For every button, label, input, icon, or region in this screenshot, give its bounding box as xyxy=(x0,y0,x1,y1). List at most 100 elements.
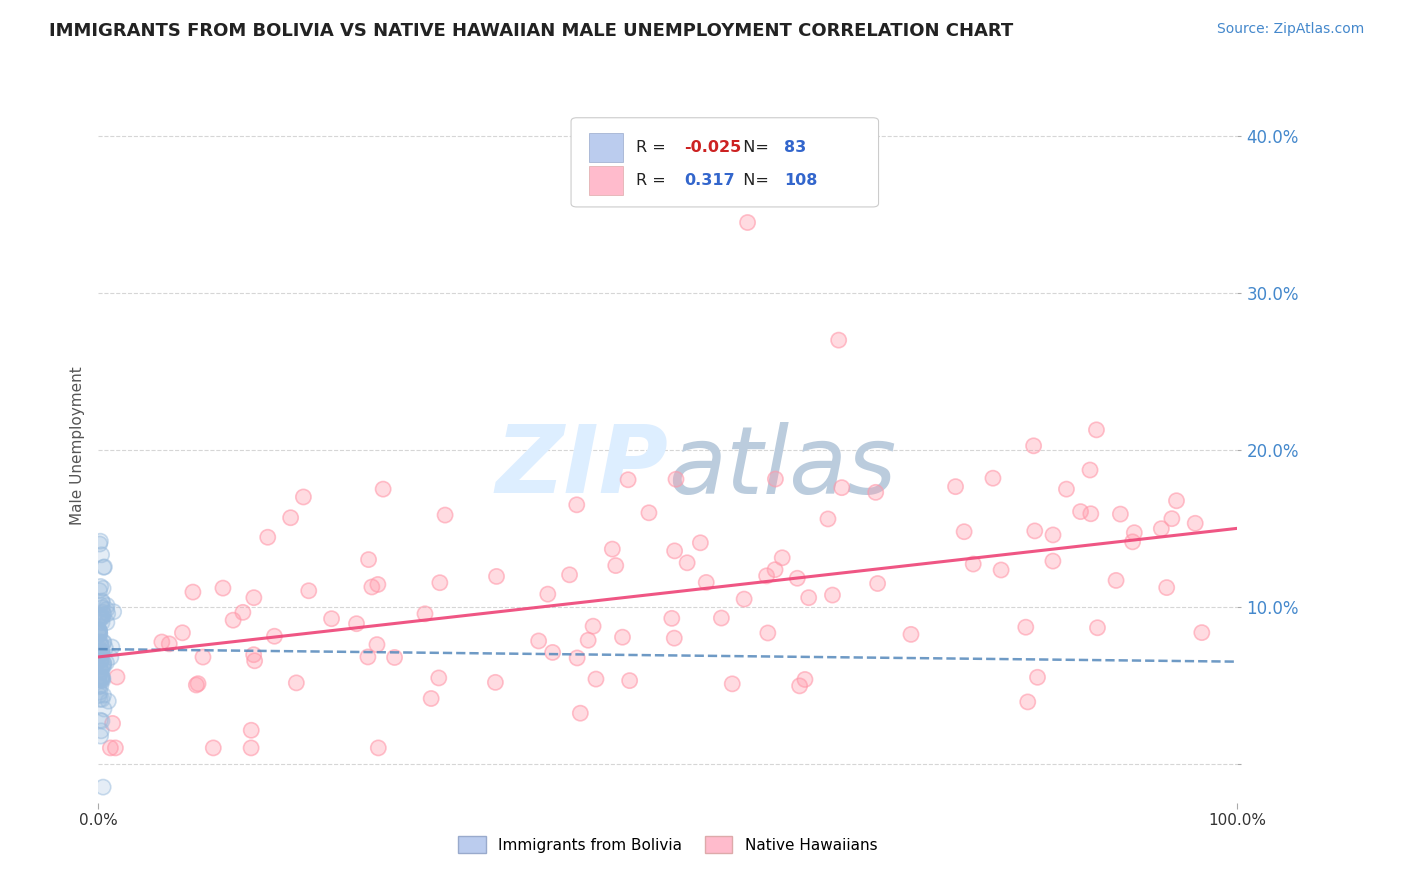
Point xyxy=(721,677,744,691)
Point xyxy=(1184,516,1206,531)
Point xyxy=(90,609,112,624)
Point xyxy=(1042,554,1064,568)
Point xyxy=(89,647,111,661)
Point xyxy=(1166,493,1188,508)
Point xyxy=(689,536,711,550)
Point xyxy=(280,510,302,524)
Text: R =: R = xyxy=(636,140,671,155)
Point xyxy=(321,612,343,626)
Point xyxy=(1105,574,1128,588)
Point xyxy=(187,676,209,690)
Point xyxy=(661,611,683,625)
Point xyxy=(612,630,634,644)
Point xyxy=(89,625,111,640)
Point xyxy=(1078,463,1101,477)
Point xyxy=(541,645,564,659)
Point xyxy=(565,498,588,512)
Point xyxy=(1026,670,1049,684)
Point xyxy=(1080,507,1102,521)
Point xyxy=(90,611,112,625)
Text: ZIP: ZIP xyxy=(495,421,668,514)
Point xyxy=(1156,581,1178,595)
Point xyxy=(87,628,110,642)
Point xyxy=(420,691,443,706)
Point xyxy=(90,665,112,679)
Point xyxy=(1191,625,1213,640)
Point xyxy=(97,607,120,621)
Point xyxy=(91,659,114,673)
Point xyxy=(90,645,112,659)
Point xyxy=(87,673,110,687)
Point xyxy=(1191,625,1213,640)
Point xyxy=(1109,507,1132,521)
Point xyxy=(434,508,457,522)
Point xyxy=(602,542,624,557)
Point xyxy=(93,656,115,670)
Point xyxy=(1070,505,1092,519)
Point xyxy=(427,671,450,685)
Point xyxy=(664,544,686,558)
Point xyxy=(97,694,120,708)
Point xyxy=(89,583,111,598)
Point xyxy=(87,670,110,684)
Point xyxy=(321,612,343,626)
Point xyxy=(91,606,114,620)
Point xyxy=(240,740,263,755)
Point xyxy=(357,649,380,664)
Legend: Immigrants from Bolivia, Native Hawaiians: Immigrants from Bolivia, Native Hawaiian… xyxy=(453,830,883,859)
Point xyxy=(90,673,112,687)
Point xyxy=(91,669,114,683)
Point xyxy=(357,552,380,566)
Point xyxy=(87,623,110,637)
Point xyxy=(429,575,451,590)
Point xyxy=(90,548,112,562)
Point xyxy=(100,650,122,665)
Point xyxy=(794,673,817,687)
Point xyxy=(831,481,853,495)
Point xyxy=(172,625,194,640)
Point xyxy=(945,480,967,494)
Point xyxy=(292,490,315,504)
Point xyxy=(90,679,112,693)
Point xyxy=(89,583,111,598)
Point xyxy=(256,530,278,544)
Point xyxy=(434,508,457,522)
Point xyxy=(90,729,112,743)
Point xyxy=(90,598,112,612)
Point xyxy=(366,638,388,652)
Point xyxy=(91,615,114,630)
Point xyxy=(91,595,114,609)
Point xyxy=(429,575,451,590)
Point xyxy=(617,473,640,487)
Point xyxy=(240,740,263,755)
Point xyxy=(1080,507,1102,521)
Point xyxy=(90,611,112,625)
Point xyxy=(664,544,686,558)
Point xyxy=(1087,621,1109,635)
Point xyxy=(569,706,592,721)
Point xyxy=(89,534,111,549)
Point xyxy=(821,588,844,602)
Point xyxy=(105,670,128,684)
Point xyxy=(420,691,443,706)
Point xyxy=(582,619,605,633)
Point xyxy=(240,723,263,738)
Point xyxy=(737,215,759,229)
Point xyxy=(1085,423,1108,437)
Point xyxy=(191,650,214,665)
Point xyxy=(91,659,114,673)
Point xyxy=(89,627,111,641)
Text: N=: N= xyxy=(733,140,773,155)
Point xyxy=(763,563,786,577)
Point xyxy=(1156,581,1178,595)
Point xyxy=(831,481,853,495)
Point xyxy=(357,552,380,566)
Point xyxy=(243,654,266,668)
Point xyxy=(695,575,717,590)
Point xyxy=(90,548,112,562)
Point xyxy=(97,607,120,621)
Point xyxy=(87,646,110,660)
Point xyxy=(89,534,111,549)
Point xyxy=(789,679,811,693)
Point xyxy=(87,680,110,694)
